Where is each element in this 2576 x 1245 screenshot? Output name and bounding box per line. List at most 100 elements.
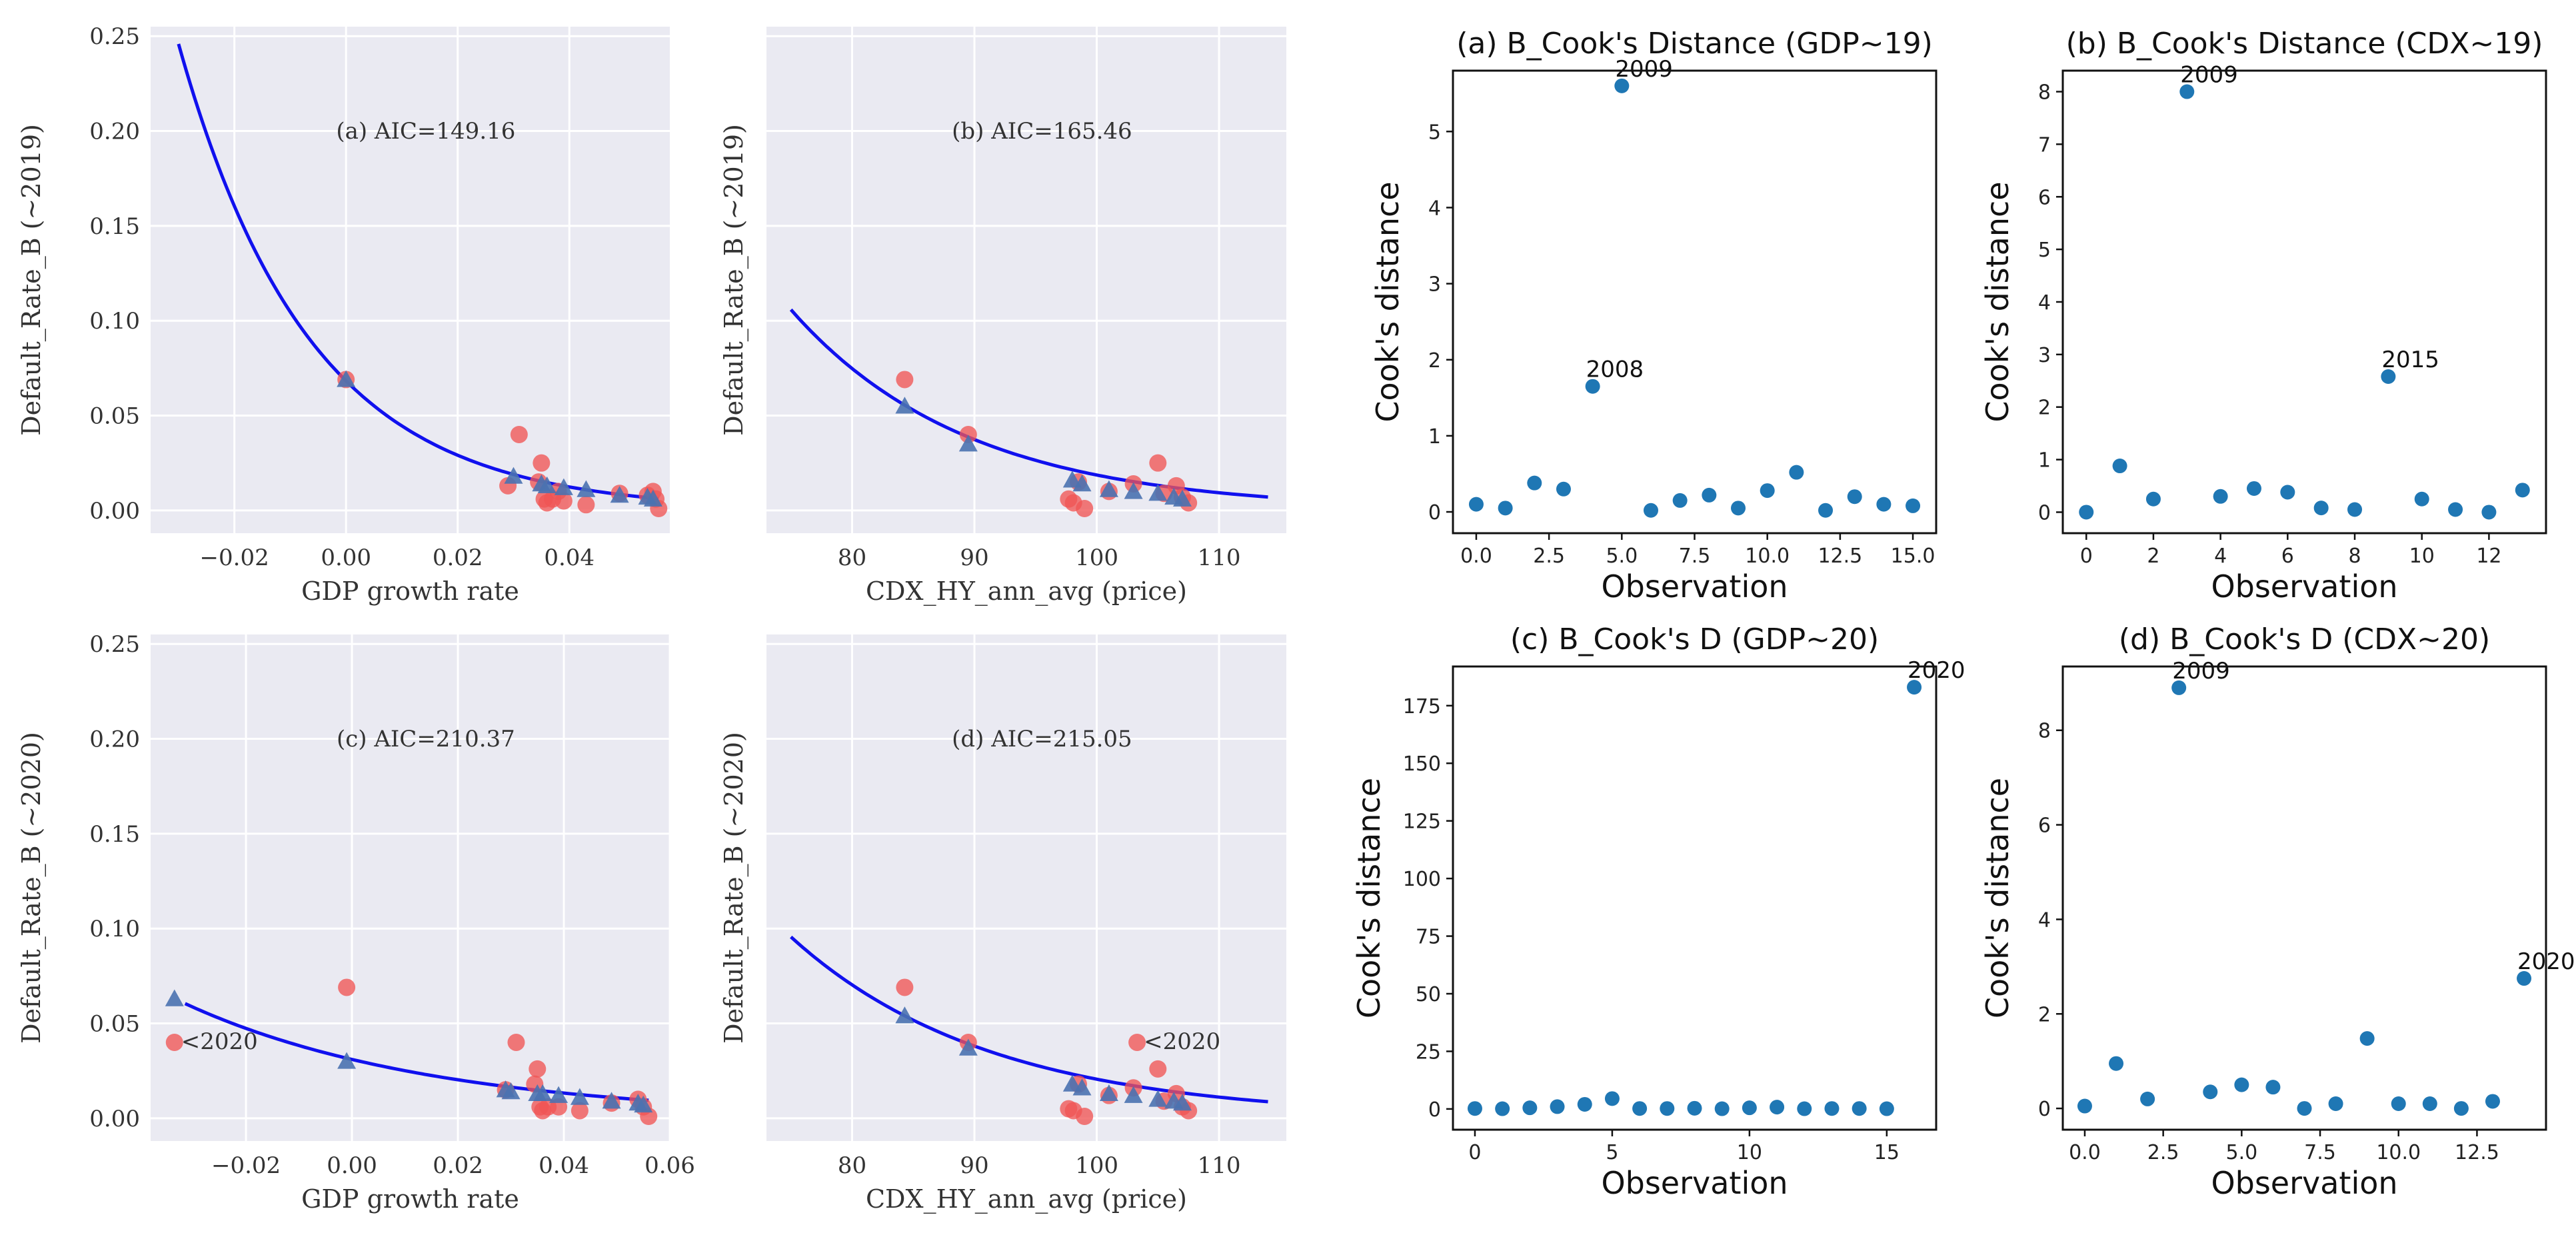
cook-point [1906, 498, 1921, 513]
plot-area [766, 634, 1286, 1141]
fitted-curve [789, 308, 1268, 499]
fitted-point [570, 1088, 589, 1105]
x-tick-label: 12.5 [1818, 545, 1862, 568]
cook-point [1714, 1101, 1730, 1116]
x-tick-label: 2 [2147, 545, 2159, 568]
x-tick-label: 0.0 [1460, 545, 1492, 568]
fitted-point [537, 476, 557, 494]
x-axis-label: Observation [2211, 569, 2397, 605]
x-axis-label: CDX_HY_ann_avg (price) [866, 1184, 1187, 1214]
x-axis-label: Observation [2211, 1165, 2397, 1201]
cook-point [2328, 1096, 2343, 1111]
y-tick-label: 175 [1403, 695, 1441, 718]
fitted-point [554, 478, 573, 495]
chart-title: (a) B_Cook's Distance (GDP~19) [1456, 27, 1933, 61]
fitted-point [1173, 489, 1192, 507]
y-tick-label: 4 [2038, 908, 2051, 932]
x-tick-label: 15 [1874, 1141, 1900, 1164]
cook-point [1687, 1100, 1702, 1116]
y-tick-label: 0.10 [89, 308, 140, 335]
cook-point [2145, 491, 2161, 507]
chart-title: (b) B_Cook's Distance (CDX~19) [2066, 27, 2543, 61]
actual-point [896, 371, 914, 389]
y-tick-label: 6 [2038, 186, 2051, 209]
x-tick-label: 0 [2080, 545, 2093, 568]
fitted-curve [790, 935, 1268, 1104]
x-tick-label: 0.04 [539, 1152, 589, 1179]
x-tick-label: 10.0 [1745, 545, 1790, 568]
actual-point [896, 978, 914, 996]
cook-point [2109, 1056, 2124, 1071]
cook-point [1742, 1100, 1757, 1116]
y-tick-label: 7 [2038, 133, 2051, 157]
x-tick-label: 0.0 [2069, 1141, 2101, 1164]
aic-annotation: (a) AIC=149.16 [336, 118, 515, 145]
fitted-point [643, 489, 662, 507]
fitted-point [337, 370, 356, 387]
actual-point [533, 454, 551, 472]
x-axis-label: CDX_HY_ann_avg (price) [866, 577, 1187, 607]
fitted-point [1124, 482, 1143, 499]
x-tick-label: 0.04 [544, 545, 595, 571]
x-tick-label: 0.00 [327, 1152, 377, 1179]
actual-point [1149, 454, 1167, 472]
x-tick-label: 2.5 [2147, 1141, 2179, 1164]
x-tick-label: 80 [838, 545, 866, 571]
actual-point [165, 1033, 183, 1051]
y-tick-label: 0 [1428, 501, 1441, 525]
cook-point [2213, 489, 2228, 504]
cook-point [2179, 84, 2195, 99]
cook-point [1770, 1100, 1785, 1115]
fitted-point [549, 1086, 569, 1103]
y-tick-label: 75 [1416, 926, 1441, 949]
y-axis-label: Cook's distance [1351, 778, 1387, 1018]
cook-point [1789, 465, 1804, 480]
cook-point [1907, 680, 1922, 695]
x-axis-label: GDP growth rate [301, 1184, 519, 1214]
x-tick-label: 0.02 [433, 545, 483, 571]
cook-point [1852, 1101, 1867, 1116]
plot-area [151, 634, 670, 1141]
fitted-point [337, 1052, 357, 1069]
x-axis-label: Observation [1601, 1165, 1788, 1201]
cook-point [1614, 78, 1630, 93]
y-axis-label: Cook's distance [1979, 778, 2015, 1018]
y-tick-label: 5 [1428, 121, 1441, 144]
x-tick-label: 10.0 [2376, 1141, 2421, 1164]
cook-point [1604, 1091, 1620, 1106]
actual-point [1128, 1033, 1146, 1051]
x-tick-label: 5.0 [2225, 1141, 2257, 1164]
x-tick-label: −0.02 [211, 1152, 281, 1179]
cook-point [1643, 503, 1658, 518]
cook-point [1522, 1100, 1538, 1116]
cook-point [1527, 475, 1542, 491]
cook-point [1797, 1101, 1812, 1116]
fitted-point [634, 1095, 653, 1113]
y-tick-label: 1 [1428, 425, 1441, 449]
x-tick-label: 100 [1075, 545, 1118, 571]
x-tick-label: 0 [1468, 1141, 1481, 1164]
y-tick-label: 0.00 [89, 1106, 140, 1132]
x-tick-label: 12.5 [2455, 1141, 2499, 1164]
actual-point [507, 1033, 525, 1051]
plot-area [766, 27, 1286, 533]
y-tick-label: 8 [2038, 81, 2051, 105]
y-tick-label: 5 [2038, 239, 2051, 262]
fitted-point [895, 1006, 914, 1024]
aic-annotation: (c) AIC=210.37 [337, 726, 515, 752]
cook-point [2112, 459, 2127, 474]
chart-reg_c: −0.02 0.00 0.02 0.04 0.06 0.00 0.05 0.10 0.15 0.2… [17, 631, 695, 1214]
x-tick-label: 5.0 [1606, 545, 1638, 568]
fitted-point [1062, 1074, 1082, 1092]
x-tick-label: 0.00 [321, 545, 371, 571]
x-tick-label: 0.02 [433, 1152, 483, 1179]
fitted-point [1099, 1084, 1118, 1102]
actual-point [1076, 499, 1094, 517]
y-tick-label: 25 [1416, 1040, 1441, 1064]
cook-point [2347, 502, 2363, 517]
y-axis-label: Cook's distance [1370, 181, 1406, 422]
fitted-point [1124, 1086, 1143, 1103]
y-axis-label: Default_Rate_B (~2020) [719, 732, 749, 1044]
